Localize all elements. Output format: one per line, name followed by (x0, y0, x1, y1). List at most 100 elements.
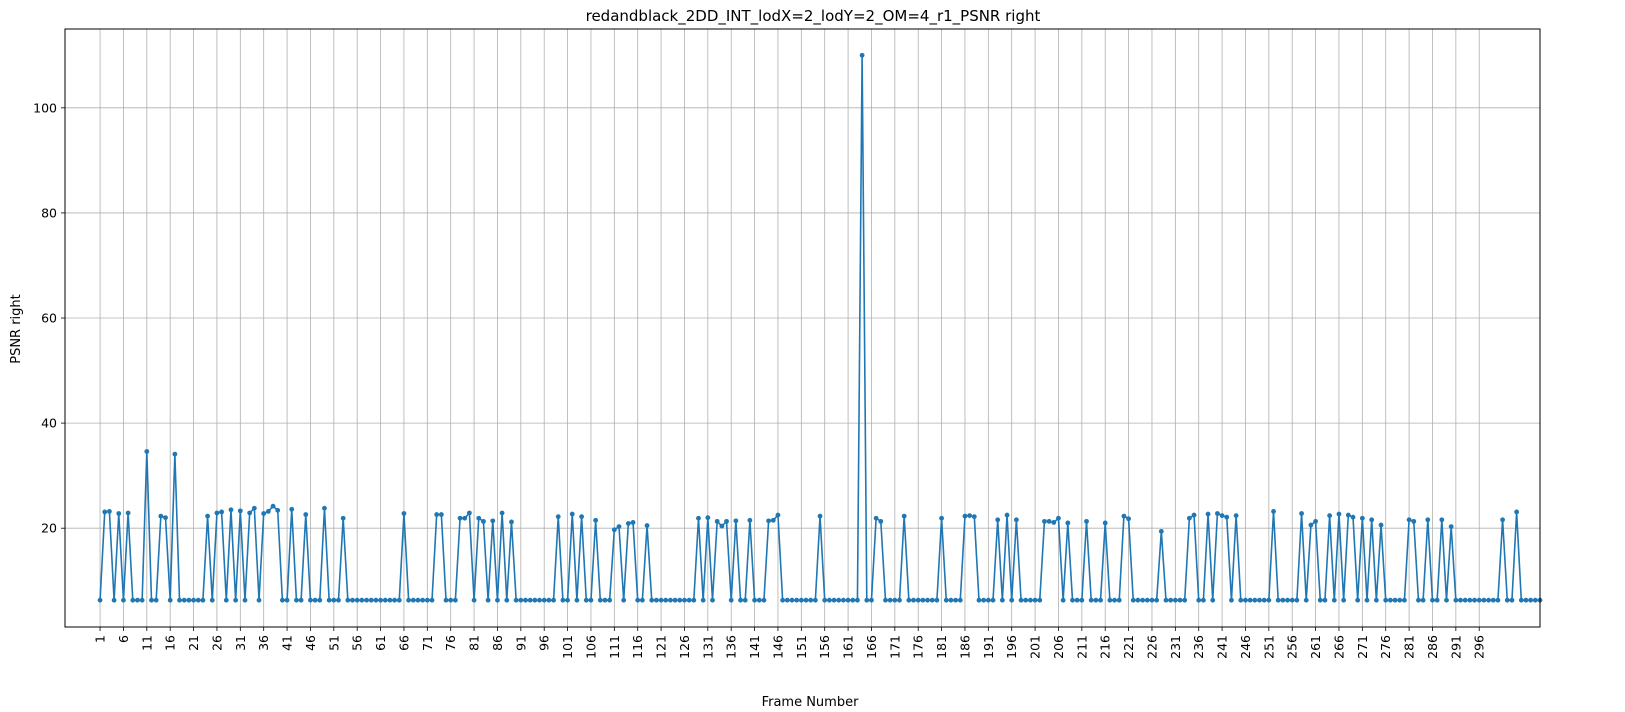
data-point (920, 597, 926, 603)
data-point (864, 597, 870, 603)
data-point (1224, 514, 1230, 520)
data-point (808, 597, 814, 603)
data-point (663, 597, 669, 603)
data-point (850, 597, 856, 603)
data-point (490, 518, 496, 524)
data-point (826, 597, 832, 603)
data-point (1271, 508, 1276, 514)
data-point (261, 511, 267, 516)
x-tick-label: 91 (513, 635, 528, 651)
x-tick-label: 146 (770, 635, 785, 659)
data-point (186, 597, 192, 603)
data-point (906, 597, 912, 603)
data-point (195, 597, 201, 603)
data-point (1462, 597, 1468, 603)
data-point (406, 597, 412, 603)
data-point (1458, 597, 1463, 603)
data-point (527, 597, 533, 603)
data-point (149, 597, 154, 603)
data-point (1532, 597, 1538, 603)
data-point (672, 597, 678, 603)
data-point (200, 597, 206, 603)
x-tick-label: 121 (654, 635, 669, 659)
data-point (1481, 597, 1487, 603)
data-point (560, 597, 566, 603)
data-point (1116, 597, 1122, 603)
x-axis-ticks: 1 6 11 16 21 26 31 36 41 46 51 56 61 66 71 76 81 86 91 96 10… (93, 627, 1487, 659)
data-point (434, 512, 440, 517)
data-point (359, 597, 365, 603)
data-point (1509, 597, 1515, 603)
data-point (317, 597, 323, 603)
data-point (130, 597, 136, 603)
data-point (1056, 515, 1061, 521)
y-axis-ticks: 20 40 60 80 100 (33, 100, 65, 536)
data-point (1425, 517, 1431, 523)
data-point (766, 518, 772, 524)
data-point (798, 597, 804, 603)
data-point (1285, 597, 1290, 603)
data-point (1018, 597, 1024, 603)
data-point (1331, 597, 1337, 603)
x-tick-label: 261 (1308, 635, 1323, 659)
data-point (1088, 597, 1094, 603)
x-tick-label: 111 (607, 635, 622, 659)
x-tick-label: 281 (1402, 635, 1417, 659)
data-point (761, 597, 767, 603)
data-point (448, 597, 454, 603)
x-tick-label: 291 (1448, 635, 1463, 659)
data-point (981, 597, 987, 603)
x-tick-label: 161 (841, 635, 856, 659)
data-point (97, 597, 103, 603)
data-point (509, 519, 514, 525)
x-tick-label: 186 (957, 635, 972, 659)
data-point (1500, 517, 1505, 523)
data-point (1388, 597, 1393, 603)
data-point (107, 508, 112, 514)
x-tick-label: 86 (490, 635, 505, 651)
data-point (158, 513, 164, 519)
data-point (518, 597, 524, 603)
data-point (303, 512, 309, 517)
data-point (1238, 597, 1244, 603)
x-tick-label: 131 (700, 635, 715, 659)
data-point (700, 597, 706, 603)
x-tick-label: 156 (817, 635, 832, 659)
data-point (686, 597, 692, 603)
y-tick-label: 40 (41, 416, 57, 431)
data-point (1149, 597, 1155, 603)
data-point (1369, 517, 1375, 523)
x-tick-label: 76 (443, 635, 458, 651)
data-point (499, 510, 505, 516)
data-point (1518, 597, 1524, 603)
data-point (1046, 518, 1052, 524)
data-point (312, 597, 318, 603)
data-point (308, 597, 313, 603)
x-tick-label: 276 (1378, 635, 1393, 659)
x-tick-label: 191 (981, 635, 996, 659)
data-point (467, 510, 472, 516)
data-point (139, 597, 145, 603)
data-point (205, 513, 210, 519)
data-point (1476, 597, 1482, 603)
data-point (1392, 597, 1398, 603)
data-point (1158, 528, 1164, 534)
data-point (429, 597, 435, 603)
data-point (639, 597, 645, 603)
data-point (705, 515, 711, 521)
data-point (859, 52, 865, 58)
data-point (1448, 524, 1454, 530)
data-point (471, 597, 477, 603)
data-point (770, 517, 776, 523)
data-point (985, 597, 991, 603)
data-point (873, 515, 879, 521)
data-point (654, 597, 659, 603)
x-tick-label: 196 (1004, 635, 1019, 659)
data-point (1299, 511, 1304, 516)
x-tick-label: 201 (1028, 635, 1043, 659)
x-tick-label: 176 (911, 635, 926, 659)
data-point (887, 597, 893, 603)
data-point (279, 597, 285, 603)
data-point (579, 514, 584, 520)
data-point (420, 597, 426, 603)
